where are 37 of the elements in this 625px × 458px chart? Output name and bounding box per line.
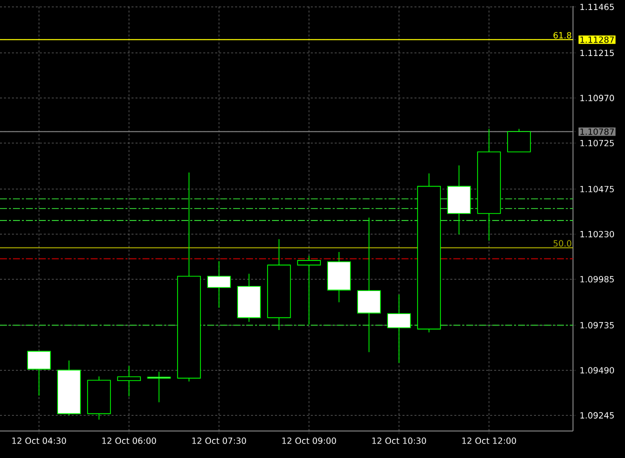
x-tick-label: 12 Oct 04:30 xyxy=(12,438,66,444)
y-tick-label: 1.10787 xyxy=(580,128,614,135)
y-tick-label: 1.11287 xyxy=(580,36,614,43)
candlestick xyxy=(357,217,381,352)
candlestick xyxy=(207,260,231,308)
x-tick-label: 12 Oct 06:00 xyxy=(102,438,156,444)
x-tick-label: 12 Oct 09:00 xyxy=(282,438,336,444)
annotation: 50.0 xyxy=(554,240,572,247)
candlestick xyxy=(417,173,441,333)
candlestick xyxy=(267,238,291,330)
candlestick xyxy=(447,164,471,235)
y-tick-label: 1.11215 xyxy=(580,50,614,56)
candlestick xyxy=(477,128,501,242)
candlestick xyxy=(117,366,141,397)
x-tick-label: 12 Oct 12:00 xyxy=(462,438,516,444)
candlestick xyxy=(507,128,531,152)
candlestick xyxy=(57,360,81,416)
y-tick-label: 1.09245 xyxy=(580,412,614,419)
candlestick xyxy=(237,273,261,322)
candlestick xyxy=(27,350,51,396)
y-tick-label: 1.10970 xyxy=(580,94,614,102)
y-tick-label: 1.09985 xyxy=(580,276,614,282)
candlestick xyxy=(87,376,111,420)
x-tick-label: 12 Oct 07:30 xyxy=(192,438,246,444)
y-tick-label: 1.09735 xyxy=(580,322,614,328)
y-tick-label: 1.11465 xyxy=(580,4,614,10)
candlestick xyxy=(177,172,201,382)
annotation: 61.8 xyxy=(554,32,572,38)
y-tick-label: 1.09490 xyxy=(580,367,614,374)
y-tick-label: 1.10230 xyxy=(580,230,614,238)
candlestick xyxy=(147,371,171,403)
candlestick xyxy=(297,255,321,325)
candlestick xyxy=(327,252,351,303)
y-tick-label: 1.10475 xyxy=(580,186,614,192)
x-tick-label: 12 Oct 10:30 xyxy=(372,438,426,444)
y-tick-label: 1.10725 xyxy=(580,140,614,146)
candlestick xyxy=(387,294,411,364)
